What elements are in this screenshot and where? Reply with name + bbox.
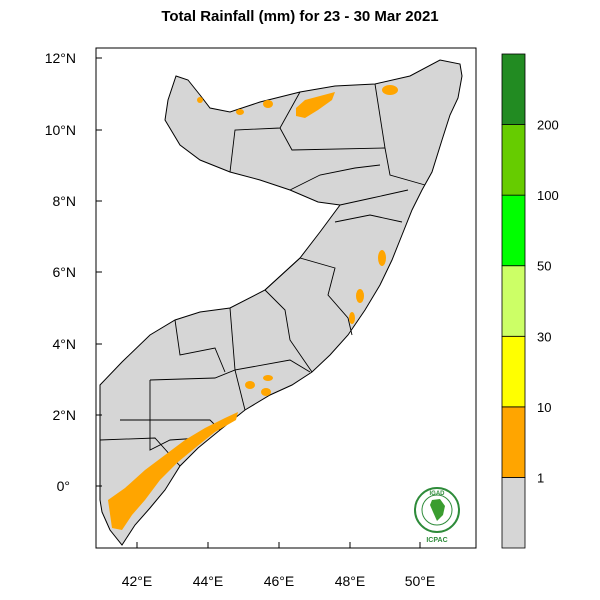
rain-area-central-coast-1 (378, 250, 386, 266)
legend-tick-label: 10 (537, 400, 551, 415)
rainfall-1-10mm-areas (108, 85, 398, 530)
legend-bin (501, 194, 526, 267)
lat-label-12n: 12°N (45, 50, 76, 66)
lon-label-42e: 42°E (122, 573, 153, 589)
legend-bin (501, 53, 526, 125)
legend-tick-label: 200 (537, 118, 559, 133)
lat-label-2n: 2°N (53, 407, 77, 423)
lon-label-46e: 46°E (264, 573, 295, 589)
legend-bin (501, 477, 526, 549)
rain-area-northeast (382, 85, 398, 95)
legend-tick-label: 1 (537, 470, 544, 485)
lat-axis (96, 57, 102, 487)
rain-area-central-coast-2 (356, 289, 364, 303)
lon-label-48e: 48°E (335, 573, 366, 589)
map-title: Total Rainfall (mm) for 23 - 30 Mar 2021 (161, 8, 439, 25)
logo-bottom-text: ICPAC (426, 537, 447, 544)
rain-area-northwest (197, 97, 203, 103)
rain-area-central-coast-3 (349, 312, 355, 324)
legend-tick-labels: 1 10 30 50 100 200 (537, 118, 559, 486)
legend-bin (501, 124, 526, 196)
lon-label-50e: 50°E (405, 573, 436, 589)
lat-label-4n: 4°N (53, 336, 77, 352)
lon-axis (136, 542, 421, 548)
lat-label-10n: 10°N (45, 122, 76, 138)
rain-area-south-coast (108, 412, 238, 530)
rain-area-north-coast (296, 92, 335, 118)
rain-area-inland-2 (263, 375, 273, 381)
igad-icpac-logo: IGAD ICPAC (414, 487, 460, 544)
lon-tick-labels: 42°E 44°E 46°E 48°E 50°E (122, 573, 436, 589)
legend-bin (501, 406, 526, 478)
legend-tick-label: 30 (537, 329, 551, 344)
rain-area-inland-3 (261, 388, 271, 396)
lat-label-8n: 8°N (53, 193, 77, 209)
rain-area-north-tiny (236, 109, 244, 115)
legend-tick-label: 50 (537, 259, 551, 274)
rain-area-north-small (263, 100, 273, 108)
lon-label-44e: 44°E (193, 573, 224, 589)
logo-top-text: IGAD (430, 491, 446, 497)
lat-label-0: 0° (57, 478, 70, 494)
lat-label-6n: 6°N (53, 264, 77, 280)
legend-colorbar (501, 53, 526, 549)
legend-tick-label: 100 (537, 188, 559, 203)
lat-tick-labels: 12°N 10°N 8°N 6°N 4°N 2°N 0° (45, 50, 76, 494)
legend-bin (501, 265, 526, 337)
legend-bin (501, 335, 526, 408)
rain-area-inland-1 (245, 381, 255, 389)
